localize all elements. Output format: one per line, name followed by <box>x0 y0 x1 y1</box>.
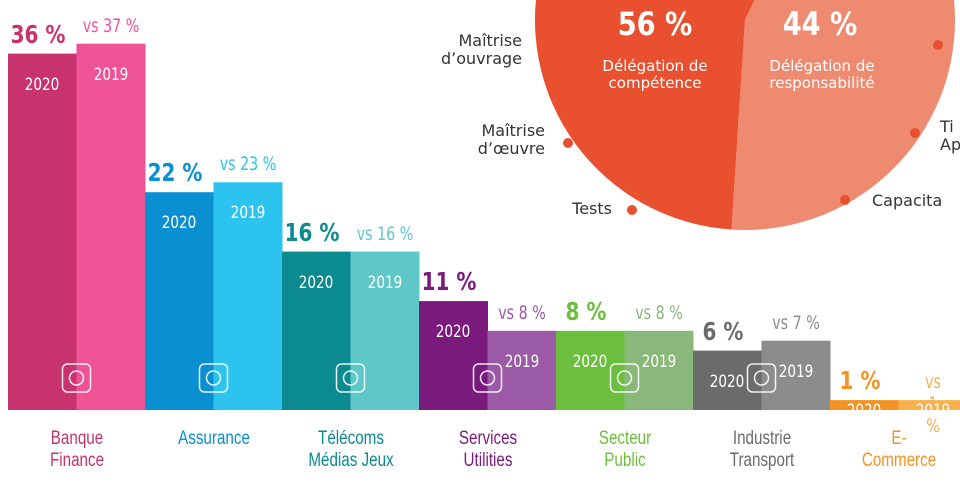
icon <box>198 363 229 393</box>
value-label-2019: vs 23 % <box>219 153 277 176</box>
icon <box>746 363 777 393</box>
icon <box>472 363 503 393</box>
icon <box>616 370 633 386</box>
value-label-2020: 8 % <box>565 296 607 326</box>
series-name: 2020 <box>161 213 197 234</box>
bar <box>556 330 625 410</box>
pie-label: Maîtrise d’œuvre <box>477 121 545 159</box>
pie-slice <box>535 0 755 230</box>
value-label-2019: vs 7 % <box>771 311 820 334</box>
icon <box>883 363 914 393</box>
series-name: 2020 <box>435 322 471 343</box>
value-label-2019: vs 8 % <box>634 301 683 324</box>
value-label-2020: 6 % <box>702 316 744 346</box>
value-label-2020: 36 % <box>10 19 66 49</box>
series-name: 2020 <box>709 371 745 392</box>
series-name: 2019 <box>504 351 540 372</box>
pie-label: Capacita <box>872 191 943 210</box>
series-name: 2019 <box>641 351 677 372</box>
bar <box>145 192 214 410</box>
icon <box>753 370 770 386</box>
bar <box>830 400 899 410</box>
label-dot <box>910 128 920 138</box>
category-label: Télécoms Médias Jeux <box>307 428 394 471</box>
series-name: 2019 <box>93 64 129 85</box>
pie-label: Maîtrise d’ouvrage <box>440 31 522 69</box>
pie-value: 56 % <box>617 5 693 43</box>
series-name: 2019 <box>367 272 403 293</box>
series-name: 2020 <box>846 401 882 422</box>
bar <box>898 400 960 410</box>
icon <box>609 363 640 393</box>
value-label-2019: vs 37 % <box>82 14 140 37</box>
icon <box>61 363 92 393</box>
bar <box>487 330 557 410</box>
label-dot <box>627 205 637 215</box>
bar <box>8 53 77 410</box>
bar <box>624 330 694 410</box>
category-label: Industrie Transport <box>729 428 794 471</box>
value-label-2019: vs 8 % <box>497 301 546 324</box>
series-name: 2020 <box>572 351 608 372</box>
series-name: 2019 <box>230 203 266 224</box>
icon <box>890 370 907 386</box>
bar <box>693 350 762 410</box>
pie-slice <box>731 0 955 230</box>
value-label-2020: 22 % <box>147 158 203 188</box>
category-label: Assurance <box>177 428 250 449</box>
series-name: 2019 <box>915 401 951 422</box>
category-label: E-Commerce <box>861 428 936 471</box>
bar <box>761 340 831 410</box>
bar <box>213 182 283 410</box>
series-name: 2019 <box>778 361 814 382</box>
bar <box>76 43 146 410</box>
value-label-2020: 1 % <box>839 366 881 396</box>
series-name: 2020 <box>298 272 334 293</box>
icon <box>342 370 359 386</box>
value-label-2019: vs 16 % <box>356 222 414 245</box>
bar <box>282 251 351 410</box>
value-label-2020: 16 % <box>284 217 340 247</box>
bar <box>350 251 420 410</box>
label-dot <box>840 195 850 205</box>
pie-category: Délégation de responsabilité <box>769 57 875 93</box>
icon <box>335 363 366 393</box>
icon <box>479 370 496 386</box>
value-label-2020: 11 % <box>421 267 477 297</box>
category-label: Secteur Public <box>598 428 651 471</box>
label-dot <box>563 138 573 148</box>
pie-value: 44 % <box>782 5 858 43</box>
label-dot <box>540 45 550 55</box>
icon <box>205 370 222 386</box>
category-label: Banque Finance <box>49 428 104 471</box>
pie-category: Délégation de compétence <box>602 57 708 93</box>
series-name: 2020 <box>24 74 60 95</box>
icon <box>68 370 85 386</box>
value-label-2019: vs 1 % <box>924 371 941 437</box>
category-label: Services Utilities <box>458 428 517 471</box>
pie-label: Ti Ap <box>940 117 960 155</box>
pie-label: Tests <box>572 199 612 218</box>
bar <box>419 301 488 410</box>
label-dot <box>933 40 943 50</box>
